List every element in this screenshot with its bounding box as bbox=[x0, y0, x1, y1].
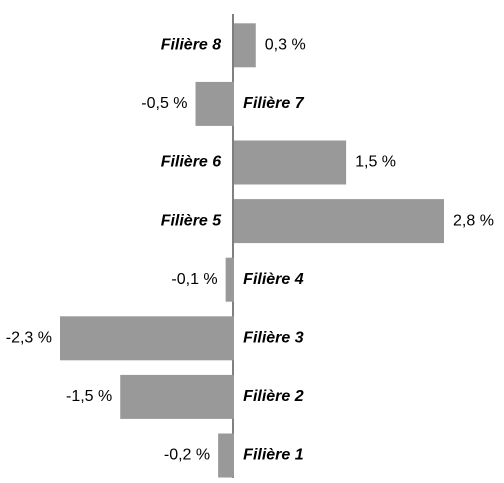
value-label: -2,3 % bbox=[6, 330, 52, 347]
bar bbox=[60, 316, 234, 361]
category-label: Filière 1 bbox=[243, 447, 304, 464]
value-label: 0,3 % bbox=[265, 37, 306, 54]
bar bbox=[120, 374, 234, 419]
value-label: -0,1 % bbox=[171, 271, 217, 288]
bar bbox=[233, 140, 347, 185]
category-label: Filière 4 bbox=[243, 271, 304, 288]
category-label: Filière 6 bbox=[161, 154, 222, 171]
value-label: -0,2 % bbox=[164, 447, 210, 464]
value-label: 1,5 % bbox=[355, 154, 396, 171]
bar bbox=[195, 81, 234, 126]
bar bbox=[218, 433, 234, 478]
value-label: -0,5 % bbox=[141, 95, 187, 112]
bar bbox=[233, 199, 444, 244]
value-label: 2,8 % bbox=[453, 212, 494, 229]
category-label: Filière 7 bbox=[243, 95, 305, 112]
category-label: Filière 5 bbox=[161, 212, 223, 229]
category-label: Filière 8 bbox=[161, 37, 222, 54]
value-label: -1,5 % bbox=[66, 388, 112, 405]
category-label: Filière 2 bbox=[243, 388, 304, 405]
bar bbox=[233, 23, 256, 68]
bar bbox=[225, 257, 234, 302]
category-label: Filière 3 bbox=[243, 330, 304, 347]
